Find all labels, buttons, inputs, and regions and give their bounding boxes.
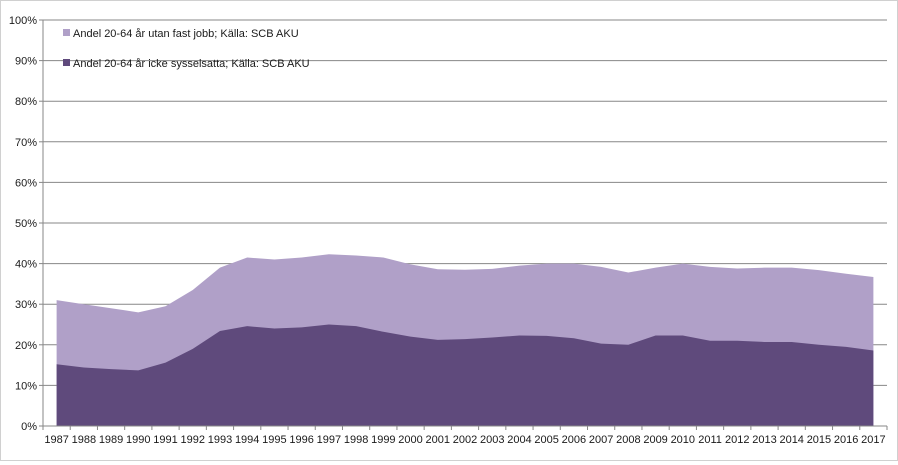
x-tick-label: 2000 <box>398 434 422 446</box>
y-tick-label: 10% <box>15 380 37 392</box>
x-tick-label: 2011 <box>698 434 722 446</box>
x-tick-label: 2017 <box>861 434 885 446</box>
x-tick-label: 2001 <box>426 434 450 446</box>
x-tick-label: 2016 <box>834 434 858 446</box>
x-tick-label: 2013 <box>752 434 776 446</box>
y-tick-label: 40% <box>15 259 37 271</box>
x-tick-label: 2012 <box>725 434 749 446</box>
y-axis-ticks: 0% 10% 20% 30% 40% 50% 60% 70% 80% 90% 100% <box>9 15 43 433</box>
legend-swatch-1 <box>63 29 70 36</box>
x-tick-label: 2006 <box>562 434 586 446</box>
x-tick-label: 2003 <box>480 434 504 446</box>
y-tick-label: 60% <box>15 177 37 189</box>
x-tick-label: 2015 <box>807 434 831 446</box>
x-tick-label: 2002 <box>453 434 477 446</box>
x-tick-label: 2008 <box>616 434 640 446</box>
x-tick-label: 1996 <box>289 434 313 446</box>
y-tick-label: 30% <box>15 299 37 311</box>
y-tick-label: 90% <box>15 56 37 68</box>
x-tick-label: 1991 <box>153 434 177 446</box>
x-tick-label: 2009 <box>643 434 667 446</box>
y-tick-label: 20% <box>15 340 37 352</box>
plot-areas <box>56 254 874 426</box>
x-tick-label: 1997 <box>317 434 341 446</box>
x-tick-label: 2010 <box>671 434 695 446</box>
legend-label-2: Andel 20-64 år icke sysselsatta; Källa: … <box>73 58 310 70</box>
x-tick-label: 1990 <box>126 434 150 446</box>
x-tick-label: 1999 <box>371 434 395 446</box>
x-tick-label: 2004 <box>507 434 531 446</box>
x-tick-label: 1995 <box>262 434 286 446</box>
legend: Andel 20-64 år utan fast jobb; Källa: SC… <box>63 28 310 70</box>
y-tick-label: 50% <box>15 218 37 230</box>
y-tick-label: 100% <box>9 15 37 27</box>
y-tick-label: 0% <box>21 421 37 433</box>
x-tick-label: 1994 <box>235 434 259 446</box>
x-tick-label: 1992 <box>180 434 204 446</box>
series-area-2 <box>56 324 874 426</box>
x-tick-label: 2007 <box>589 434 613 446</box>
x-tick-label: 1989 <box>99 434 123 446</box>
x-tick-label: 2005 <box>534 434 558 446</box>
x-tick-label: 1993 <box>208 434 232 446</box>
x-tick-label: 2014 <box>779 434 803 446</box>
x-tick-label: 1988 <box>72 434 96 446</box>
legend-label-1: Andel 20-64 år utan fast jobb; Källa: SC… <box>73 28 299 40</box>
x-axis-ticks: 1987 1988 1989 1990 1991 1992 1993 1994 1995 1996… <box>42 426 888 446</box>
y-tick-label: 70% <box>15 137 37 149</box>
x-tick-label: 1987 <box>44 434 68 446</box>
legend-swatch-2 <box>63 59 70 66</box>
y-tick-label: 80% <box>15 96 37 108</box>
x-tick-label: 1998 <box>344 434 368 446</box>
